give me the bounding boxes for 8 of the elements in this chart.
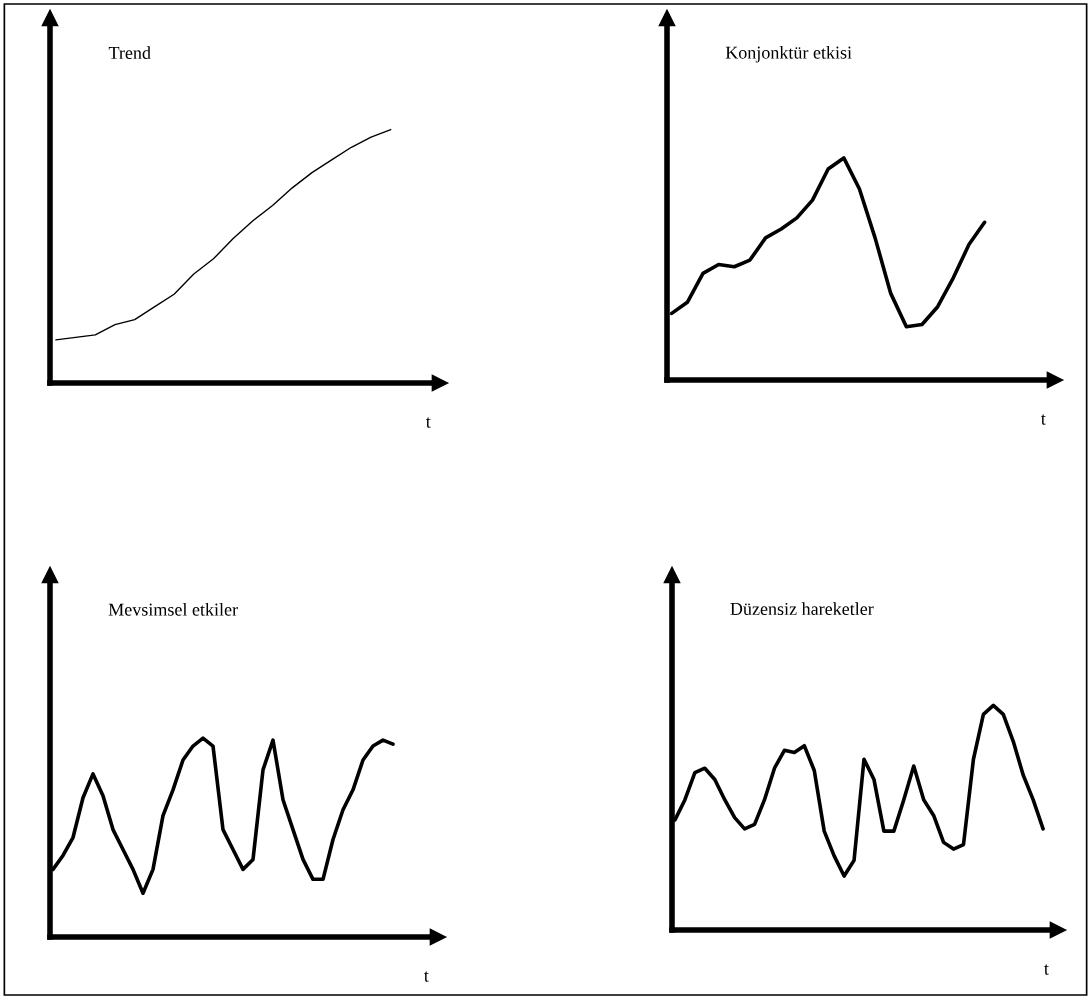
x-axis-title: t <box>1044 964 1049 975</box>
chart-title: Mevsimsel etkiler <box>108 603 238 616</box>
chart-title: Konjonktür etkisi <box>725 46 852 63</box>
chart-title: Trend <box>108 46 151 60</box>
chart-title: Düzensiz hareketler <box>730 602 874 616</box>
x-axis-title: t <box>425 417 431 428</box>
x-axis-title: t <box>424 971 429 982</box>
x-axis-title: t <box>1041 414 1046 425</box>
